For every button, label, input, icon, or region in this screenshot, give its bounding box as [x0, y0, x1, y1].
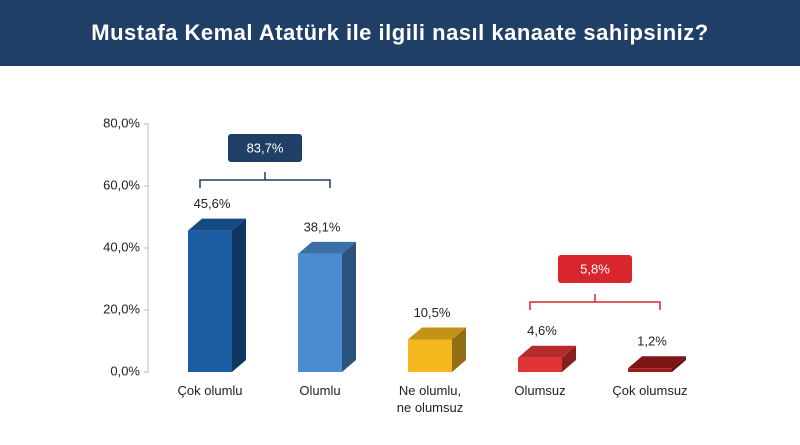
x-tick-label: Çok olumsuz [612, 383, 688, 398]
y-tick-label: 80,0% [103, 115, 140, 130]
bar-top [188, 218, 246, 231]
chart-title: Mustafa Kemal Atatürk ile ilgili nasıl k… [91, 20, 709, 45]
bar-top [628, 356, 686, 369]
bar-top [518, 345, 576, 358]
bar-front [408, 339, 452, 372]
title-bar: Mustafa Kemal Atatürk ile ilgili nasıl k… [0, 0, 800, 66]
y-tick-label: 0,0% [110, 363, 140, 378]
bar-front [188, 230, 232, 372]
x-tick-label: Ne olumlu, ne olumsuz [396, 383, 464, 415]
value-label: 45,6% [194, 196, 231, 211]
annotation-label: 83,7% [247, 140, 284, 155]
bar-top [408, 327, 466, 340]
value-label: 4,6% [527, 323, 557, 338]
x-tick-label: Olumlu [299, 383, 341, 398]
bar [628, 356, 686, 372]
bar [518, 345, 576, 372]
bar-side [232, 218, 246, 372]
bar-side [562, 345, 576, 372]
bar-side [342, 241, 356, 372]
bar [298, 241, 356, 372]
annotation-box [556, 253, 634, 285]
annotation-label: 5,8% [580, 261, 610, 276]
bar-side [452, 327, 466, 372]
bracket [529, 294, 661, 310]
bar-front [628, 368, 672, 372]
bracket [199, 172, 331, 188]
value-label: 38,1% [304, 219, 341, 234]
value-label: 1,2% [637, 334, 667, 349]
bar-side [672, 356, 686, 372]
y-tick-label: 60,0% [103, 177, 140, 192]
bar-front [518, 357, 562, 372]
y-tick-label: 20,0% [103, 301, 140, 316]
bar [408, 327, 466, 372]
x-tick-label: Çok olumlu [177, 383, 243, 398]
bar [188, 218, 246, 372]
y-tick-label: 40,0% [103, 239, 140, 254]
bar-front [298, 253, 342, 372]
value-label: 10,5% [414, 305, 451, 320]
x-tick-label: Olumsuz [514, 383, 566, 398]
annotation-box [226, 132, 304, 164]
bar-top [298, 241, 356, 254]
